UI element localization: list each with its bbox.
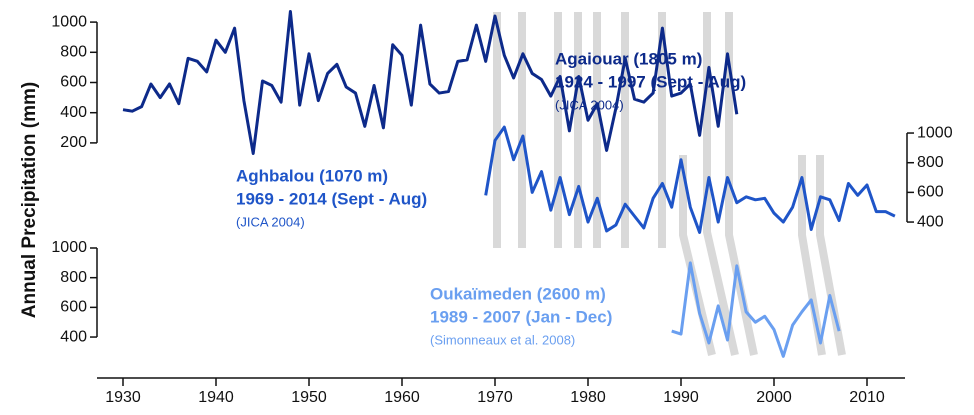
x-tick-label: 1960 (384, 389, 420, 406)
y-tick-label: 200 (60, 134, 87, 151)
y-tick-label: 800 (60, 44, 87, 61)
y-tick-label: 1000 (51, 239, 87, 256)
x-tick-label: 1950 (291, 389, 327, 406)
y-tick-label: 600 (60, 74, 87, 91)
station-label: Oukaïmeden (2600 m) (430, 284, 606, 303)
y-tick-label: 600 (60, 299, 87, 316)
y-tick-label: 1000 (51, 13, 87, 30)
y-tick-label: 400 (60, 328, 87, 345)
x-tick-label: 2010 (849, 389, 885, 406)
station-label: 1989 - 2007 (Jan - Dec) (430, 307, 612, 326)
y-tick-label: 600 (917, 184, 944, 201)
x-tick-label: 1940 (198, 389, 234, 406)
precipitation-line (671, 261, 841, 358)
y-tick-label: 800 (60, 269, 87, 286)
y-tick-label: 1000 (917, 124, 953, 141)
x-tick-label: 1970 (477, 389, 513, 406)
station-label: Aghbalou (1070 m) (236, 166, 388, 185)
x-tick-label: 2000 (756, 389, 792, 406)
y-tick-label: 400 (60, 104, 87, 121)
source-label: (JICA 2004) (236, 214, 305, 229)
precipitation-line (484, 125, 896, 234)
y-tick-label: 800 (917, 154, 944, 171)
station-label: Agaiouar (1805 m) (555, 49, 702, 68)
x-tick-label: 1990 (663, 389, 699, 406)
x-tick-label: 1980 (570, 389, 606, 406)
x-tick-label: 1930 (105, 389, 141, 406)
y-tick-label: 400 (917, 213, 944, 230)
source-label: (Simonneaux et al. 2008) (430, 332, 575, 347)
source-label: (JICA 2004) (555, 97, 624, 112)
y-axis-label: Annual Precipitation (mm) (19, 82, 40, 318)
station-label: 1969 - 2014 (Sept - Aug) (236, 189, 427, 208)
precipitation-line (122, 10, 739, 155)
station-label: 1924 - 1997 (Sept - Aug) (555, 72, 746, 91)
